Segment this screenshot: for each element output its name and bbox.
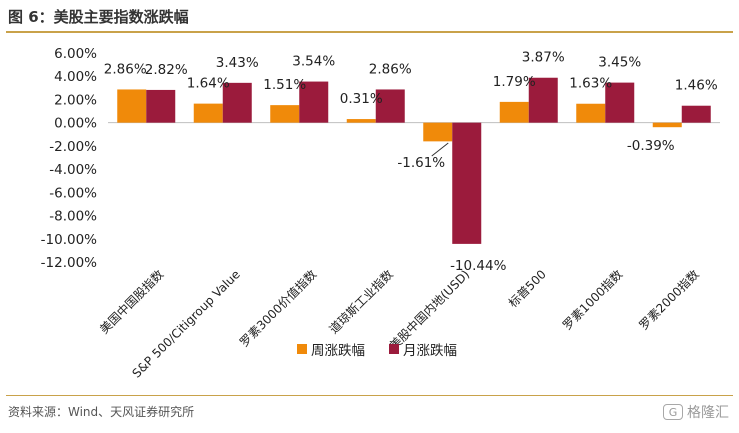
data-label: -0.39% (627, 138, 675, 154)
title-divider (6, 31, 733, 33)
bar-weekly (193, 103, 223, 123)
x-tick-label: 罗素3000价值指数 (236, 267, 319, 350)
y-tick-label: -10.00% (41, 232, 98, 248)
label-leader-line (431, 142, 449, 157)
legend-label: 周涨跌幅 (311, 343, 365, 359)
data-label: -1.61% (397, 155, 445, 171)
x-tick-label: 罗素2000指数 (636, 267, 702, 333)
data-label: 1.79% (493, 74, 536, 90)
y-tick-label: -6.00% (49, 185, 97, 201)
bar-monthly (146, 89, 176, 123)
data-label: 0.31% (340, 91, 383, 107)
bar-weekly (346, 119, 376, 123)
legend-swatch-monthly (389, 344, 399, 354)
data-label: 3.54% (292, 54, 335, 70)
bar-monthly (222, 82, 252, 123)
bar-monthly (528, 77, 558, 123)
y-tick-label: 0.00% (54, 116, 97, 132)
footer-divider (6, 395, 733, 396)
y-tick-label: -12.00% (41, 255, 98, 271)
data-label: 1.63% (569, 76, 612, 92)
source-note: 资料来源：Wind、天风证券研究所 (8, 405, 195, 419)
figure-title: 图 6：美股主要指数涨跌幅 (8, 8, 189, 26)
x-tick-label: 道琼斯工业指数 (326, 267, 396, 337)
y-tick-label: 2.00% (54, 92, 97, 108)
bar-weekly (270, 105, 300, 123)
x-tick-label: 美国中国股指数 (96, 267, 166, 337)
data-label: 3.43% (216, 55, 259, 71)
bar-monthly (605, 82, 635, 123)
y-tick-label: -4.00% (49, 162, 97, 178)
bar-weekly (117, 89, 147, 123)
bar-weekly (423, 122, 453, 142)
data-label: 3.45% (598, 55, 641, 71)
y-tick-label: 6.00% (54, 46, 97, 62)
y-tick-label: -2.00% (49, 139, 97, 155)
data-label: 1.64% (187, 76, 230, 92)
legend-label: 月涨跌幅 (403, 343, 457, 359)
watermark: G 格隆汇 (663, 402, 729, 422)
bar-monthly (452, 122, 482, 244)
bars (117, 77, 711, 244)
data-label: -10.44% (450, 258, 507, 274)
legend: 周涨跌幅 月涨跌幅 (297, 343, 457, 359)
bar-chart: 6.00% 4.00% 2.00% 0.00% -2.00% -4.00% -6.00% -8… (41, 46, 720, 381)
bar-monthly (375, 89, 405, 123)
watermark-logo-icon: G (663, 404, 683, 420)
bar-weekly (499, 101, 529, 123)
data-label: 1.46% (675, 78, 718, 94)
x-tick-label: 罗素1000指数 (559, 267, 625, 333)
bar-monthly (681, 105, 711, 123)
legend-swatch-weekly (297, 344, 307, 354)
watermark-text: 格隆汇 (687, 405, 729, 421)
data-label: 1.51% (263, 77, 306, 93)
y-tick-label: -8.00% (49, 209, 97, 225)
bar-weekly (576, 103, 606, 123)
y-axis: 6.00% 4.00% 2.00% 0.00% -2.00% -4.00% -6.00% -8… (41, 46, 720, 271)
y-tick-label: 4.00% (54, 69, 97, 85)
x-tick-label: 标普500 (506, 267, 549, 310)
data-label: 2.82% (145, 62, 188, 78)
data-labels: 2.86%2.82%1.64%3.43%1.51%3.54%0.31%2.86%… (104, 50, 718, 274)
data-label: 2.86% (104, 61, 147, 77)
bar-weekly (652, 122, 682, 128)
data-label: 2.86% (369, 61, 412, 77)
bar-monthly (299, 81, 329, 123)
data-label: 3.87% (522, 50, 565, 66)
x-tick-label: 美股中国内地(USD) (386, 267, 472, 353)
